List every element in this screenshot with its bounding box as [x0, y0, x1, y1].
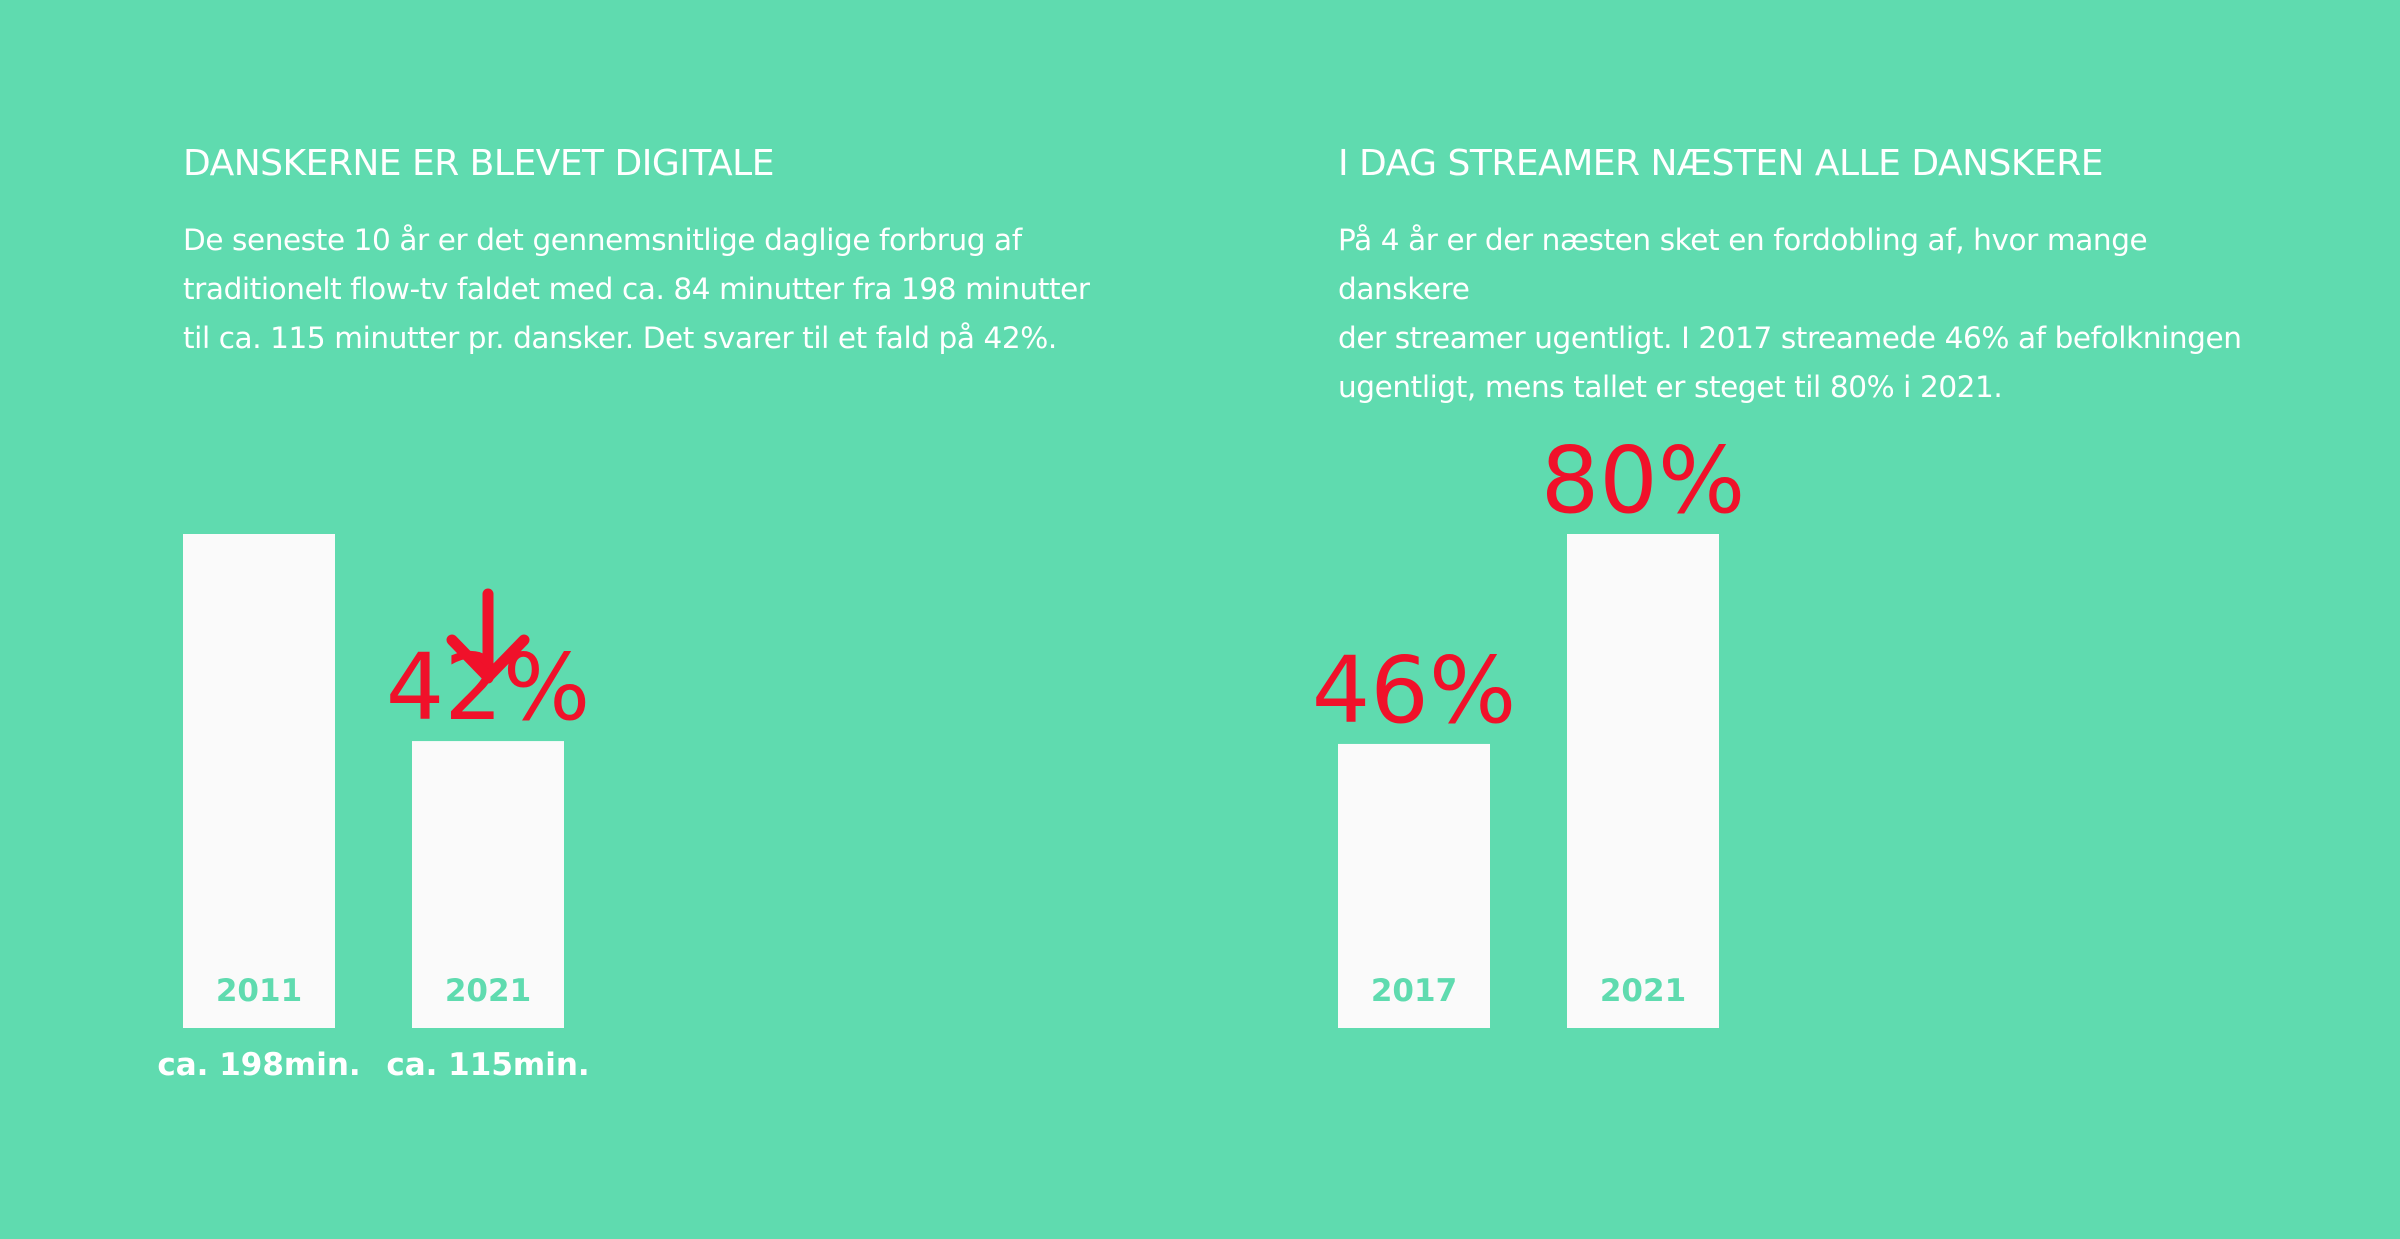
- bar-value-label: ca. 198min.: [157, 1047, 360, 1083]
- bar-value-label: 46%: [1312, 637, 1516, 744]
- bar-category-label: 2011: [216, 973, 302, 1009]
- body-line: ugentligt, mens tallet er steget til 80%…: [1338, 370, 2003, 404]
- arrow-down-icon: [446, 588, 530, 684]
- bar-2011: [183, 534, 335, 1028]
- panel-streaming: I DAG STREAMER NÆSTEN ALLE DANSKERE På 4…: [1312, 0, 2278, 1239]
- bar-value-label: ca. 115min.: [386, 1047, 589, 1083]
- bar-2017: [1338, 743, 1490, 1028]
- chart-streaming-share: 2017 46% 2021 80%: [1312, 427, 1745, 1028]
- bar-category-label: 2017: [1371, 973, 1457, 1009]
- bar-category-label: 2021: [445, 973, 531, 1009]
- body-line: til ca. 115 minutter pr. dansker. Det sv…: [183, 321, 1057, 355]
- body-line: traditionelt flow-tv faldet med ca. 84 m…: [183, 272, 1090, 306]
- body-line: På 4 år er der næsten sket en fordobling…: [1338, 223, 2148, 306]
- heading-streaming: I DAG STREAMER NÆSTEN ALLE DANSKERE: [1338, 143, 2103, 184]
- body-line: De seneste 10 år er det gennemsnitlige d…: [183, 223, 1022, 257]
- bar-2021: [412, 741, 564, 1028]
- body-text-tv: De seneste 10 år er det gennemsnitlige d…: [183, 216, 1093, 363]
- heading-digital: DANSKERNE ER BLEVET DIGITALE: [183, 143, 774, 184]
- panel-tv-consumption: DANSKERNE ER BLEVET DIGITALE De seneste …: [157, 0, 1103, 1239]
- bar-value-label: 80%: [1541, 427, 1745, 534]
- body-text-streaming: På 4 år er der næsten sket en fordobling…: [1338, 216, 2278, 412]
- bar-2021: [1567, 534, 1719, 1028]
- bar-category-label: 2021: [1600, 973, 1686, 1009]
- body-line: der streamer ugentligt. I 2017 streamede…: [1338, 321, 2242, 355]
